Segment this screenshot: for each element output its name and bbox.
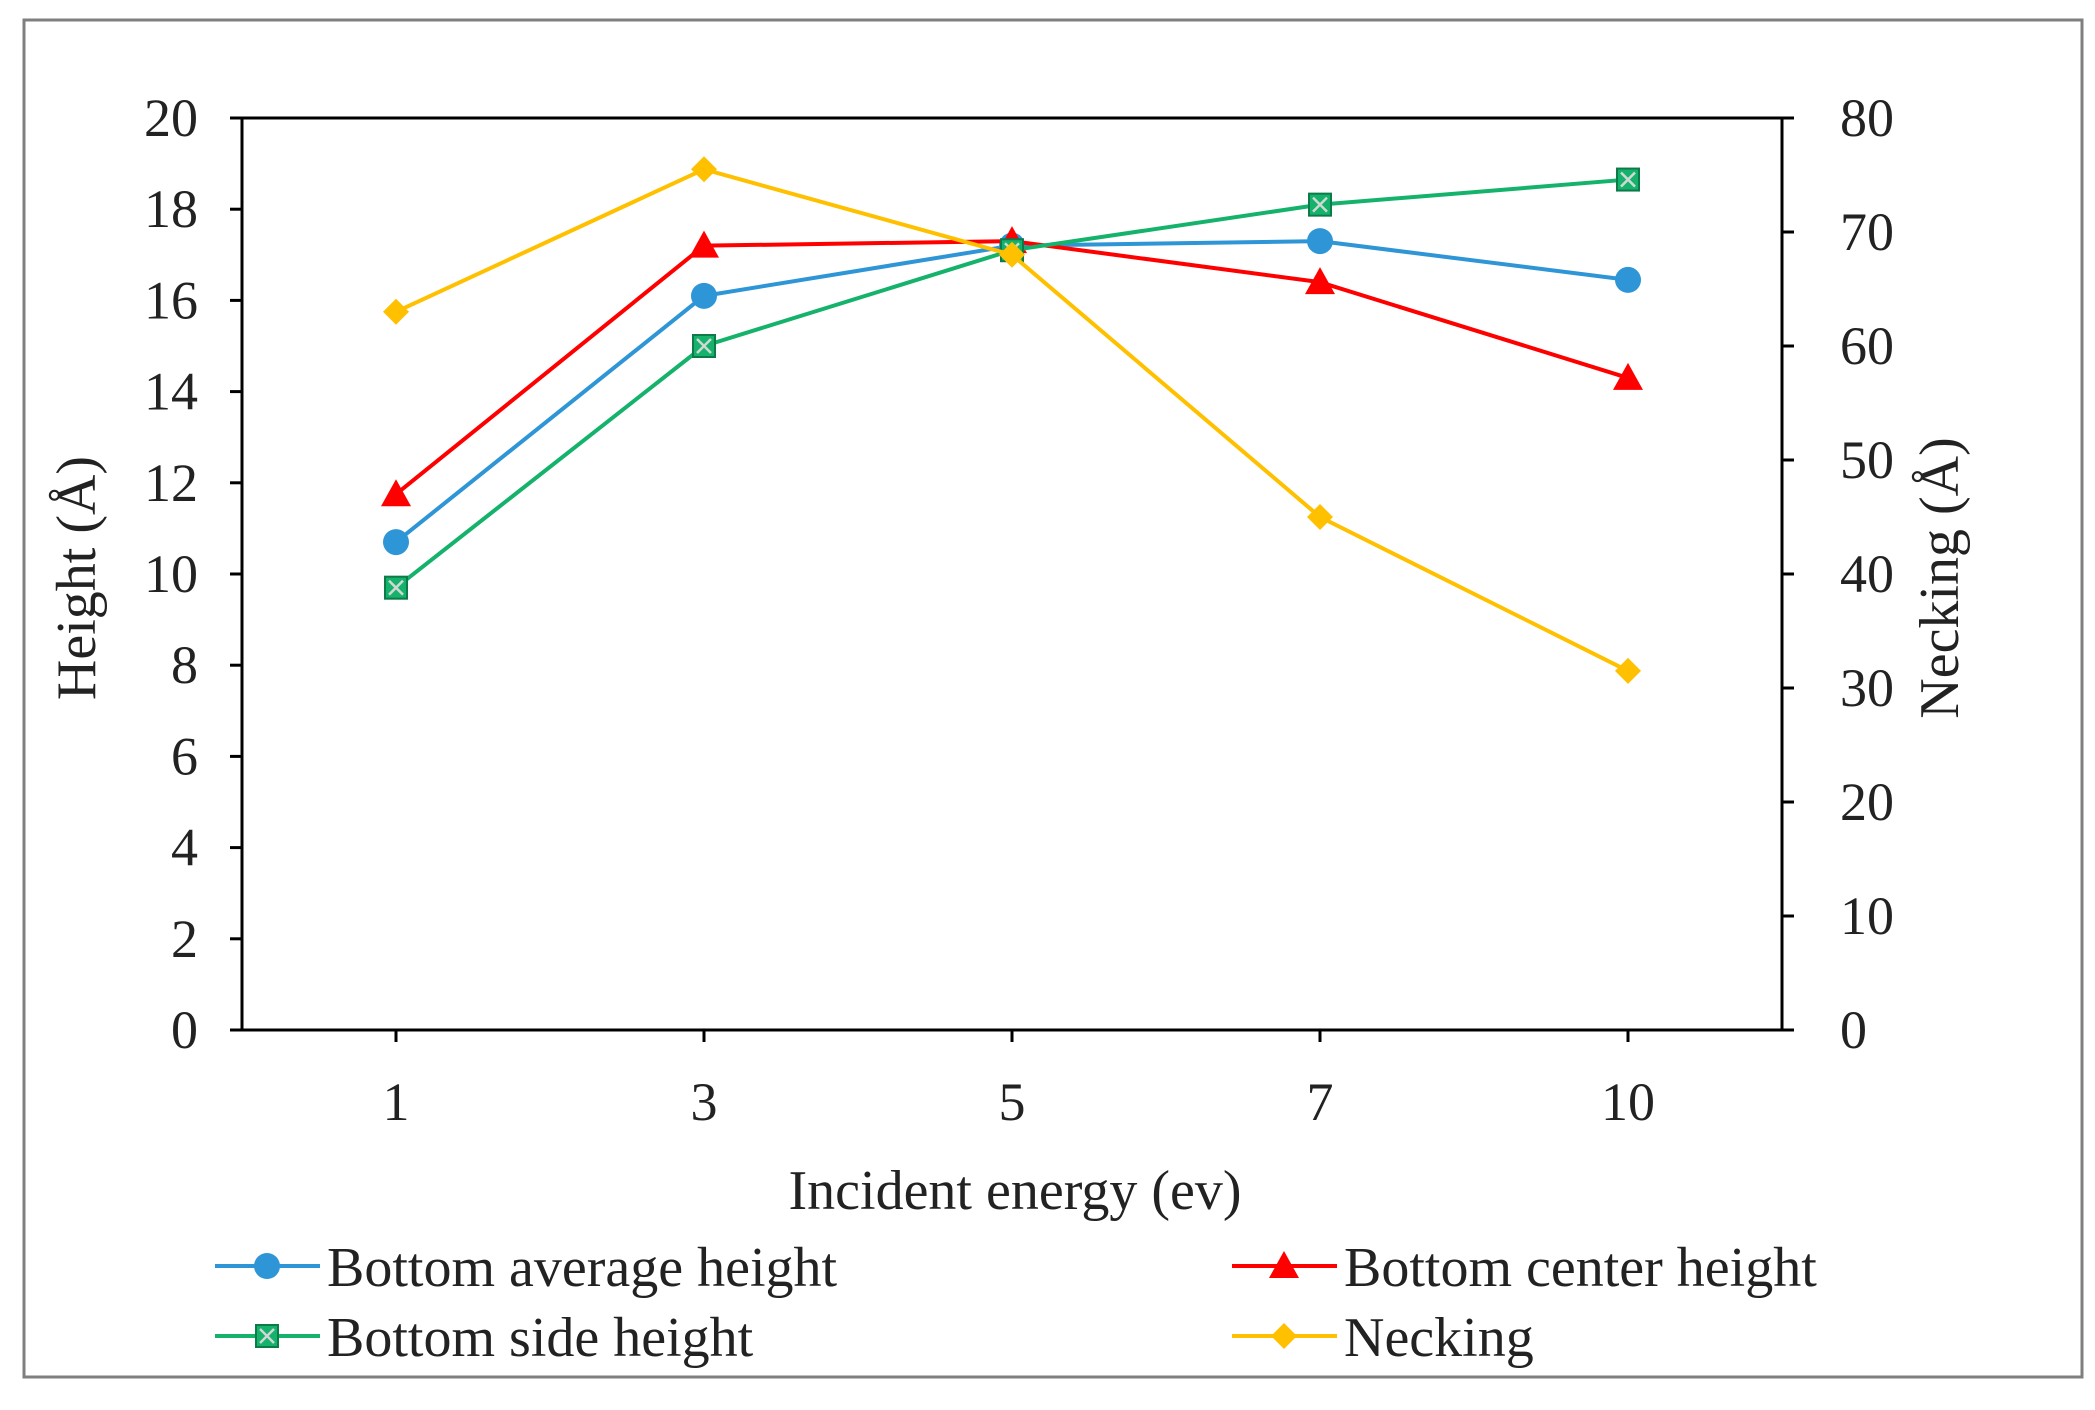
y-tick-label: 6 (171, 726, 198, 786)
bottom-center-height-point (1305, 267, 1335, 295)
bottom-average-height-point (1307, 228, 1333, 255)
bottom-center-height-point (689, 230, 719, 258)
bottom-side-height-point (692, 334, 716, 358)
necking-point (999, 241, 1025, 268)
legend-item-bottom-average-height: Bottom average height (215, 1237, 838, 1299)
y2-tick-label: 0 (1840, 1000, 1867, 1060)
y2-tick-label: 60 (1840, 316, 1894, 376)
y-tick-label: 14 (144, 362, 198, 422)
legend-item-bottom-center-height: Bottom center height (1232, 1237, 1817, 1299)
x-axis-title: Incident energy (ev) (789, 1160, 1242, 1222)
necking-point (383, 298, 409, 325)
bottom-side-height-point (1616, 167, 1640, 192)
legend-label: Bottom center height (1344, 1237, 1817, 1299)
bottom-average-height-point (1615, 266, 1641, 293)
necking-point (691, 156, 717, 183)
y-tick-label: 16 (144, 270, 198, 330)
bottom-center-height-point (381, 479, 411, 507)
legend-label: Necking (1344, 1307, 1534, 1369)
y2-tick-label: 70 (1840, 202, 1894, 262)
y-tick-label: 2 (171, 909, 198, 969)
series-layer (381, 156, 1643, 684)
legend-marker (1269, 1251, 1299, 1278)
y-tick-label: 8 (171, 635, 198, 695)
legend-marker (1271, 1323, 1297, 1349)
bottom-average-height-point (383, 529, 409, 556)
y-axis-title: Height (Å) (46, 456, 108, 700)
x-tick-label: 7 (1307, 1072, 1334, 1132)
x-tick-label: 10 (1601, 1072, 1655, 1132)
bottom-average-height-point (691, 282, 717, 309)
x-tick-label: 1 (383, 1072, 410, 1132)
legend: Bottom average height Bottom center heigh… (215, 1237, 1817, 1369)
bottom-center-height-point (1613, 362, 1643, 390)
legend-marker (254, 1253, 280, 1279)
y-tick-label: 10 (144, 544, 198, 604)
y2-tick-label: 50 (1840, 430, 1894, 490)
necking-point (1615, 657, 1641, 684)
legend-item-bottom-side-height: Bottom side height (215, 1307, 754, 1369)
legend-item-necking: Necking (1232, 1307, 1534, 1369)
y-tick-label: 4 (171, 818, 198, 878)
y2-tick-label: 30 (1840, 658, 1894, 718)
y2-tick-label: 80 (1840, 88, 1894, 148)
y-tick-label: 18 (144, 179, 198, 239)
bottom-side-height-point (1308, 192, 1332, 217)
y2-tick-label: 10 (1840, 886, 1894, 946)
y-tick-label: 20 (144, 88, 198, 148)
y-tick-label: 12 (144, 453, 198, 513)
legend-label: Bottom average height (327, 1237, 838, 1299)
necking-point (1307, 504, 1333, 530)
y2-axis-title: Necking (Å) (1909, 437, 1971, 718)
y-tick-label: 0 (171, 1000, 198, 1060)
axes: 0 2 4 6 8 10 12 14 16 18 20 0 10 20 30 40 50 60 70 80 1 3 5 7 10 (144, 88, 1894, 1132)
legend-marker (255, 1324, 279, 1348)
x-tick-label: 5 (999, 1072, 1026, 1132)
bottom-side-height-point (384, 575, 408, 600)
legend-label: Bottom side height (327, 1307, 754, 1369)
y2-tick-label: 40 (1840, 544, 1894, 604)
x-tick-label: 3 (691, 1072, 718, 1132)
y2-tick-label: 20 (1840, 772, 1894, 832)
